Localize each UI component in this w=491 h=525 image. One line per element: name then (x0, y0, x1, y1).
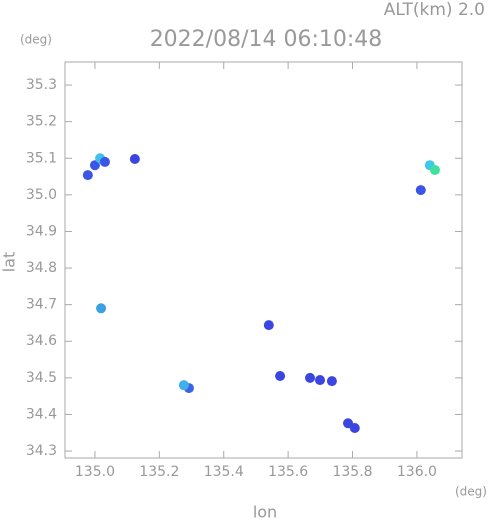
chart-title: 2022/08/14 06:10:48 (150, 27, 383, 52)
y-tick-label: 34.4 (26, 406, 57, 422)
echo-point (89, 160, 100, 171)
echo-point (415, 185, 426, 196)
echo-point (82, 170, 93, 181)
plot-frame (64, 61, 463, 459)
echo-point (129, 153, 140, 164)
echo-point (429, 164, 440, 175)
y-tick-label: 34.7 (26, 297, 57, 313)
y-tick-label: 34.5 (26, 370, 57, 386)
echo-point (315, 375, 326, 386)
x-tick-label: 135.0 (75, 464, 115, 480)
y-tick-label: 35.3 (26, 77, 57, 93)
x-tick-label: 136.0 (397, 464, 437, 480)
x-unit: (deg) (455, 485, 487, 499)
x-tick-label: 135.6 (268, 464, 308, 480)
echo-point (263, 320, 274, 331)
y-tick-label: 34.8 (26, 260, 57, 276)
echo-point (178, 380, 189, 391)
echo-point (326, 376, 337, 387)
echo-point (349, 422, 360, 433)
y-tick-label: 34.6 (26, 333, 57, 349)
altitude-header: ALT(km) 2.0 (384, 0, 485, 20)
y-tick-label: 35.0 (26, 187, 57, 203)
echo-point (275, 371, 286, 382)
y-tick-label: 34.3 (26, 443, 57, 459)
y-unit: (deg) (20, 33, 52, 47)
echo-point (305, 372, 316, 383)
x-axis-label: lon (253, 503, 277, 522)
y-tick-label: 35.2 (26, 114, 57, 130)
y-tick-label: 34.9 (26, 223, 57, 239)
x-tick-label: 135.8 (332, 464, 372, 480)
x-tick-label: 135.4 (204, 464, 244, 480)
y-axis-label: lat (0, 252, 19, 273)
x-tick-label: 135.2 (139, 464, 179, 480)
echo-point (99, 156, 110, 167)
y-tick-label: 35.1 (26, 150, 57, 166)
echo-point (96, 303, 107, 314)
